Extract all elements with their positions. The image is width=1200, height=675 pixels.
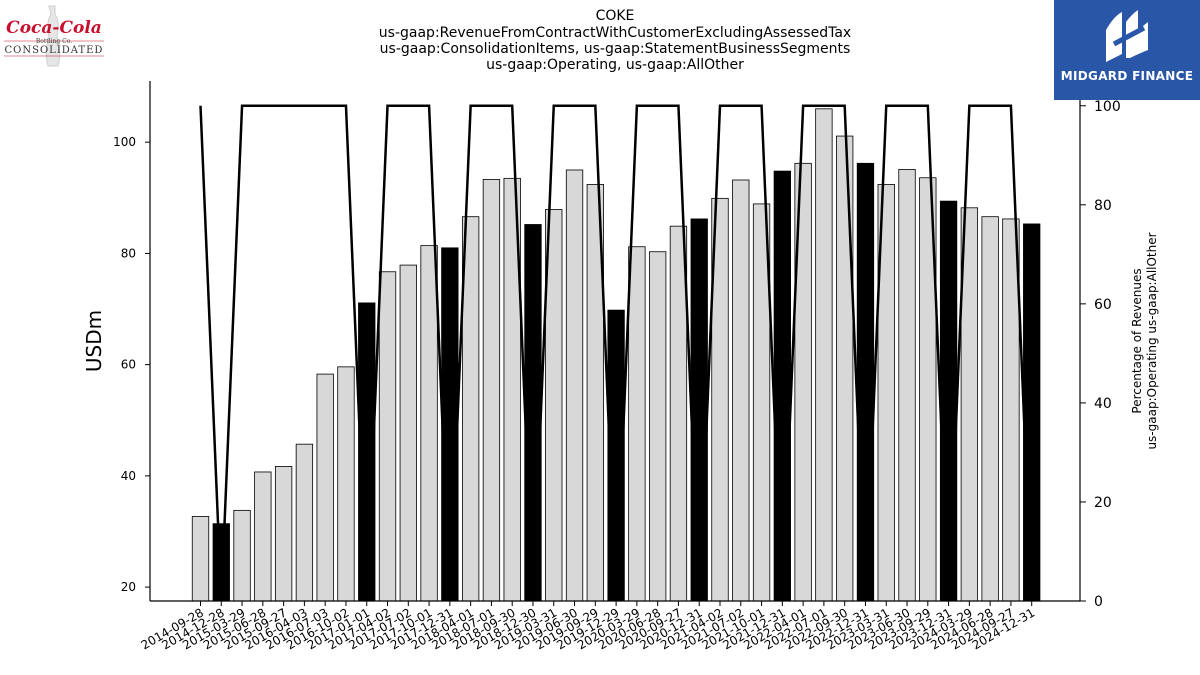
bar [690,218,708,602]
bar [191,516,210,602]
midgard-finance-logo: MIDGARD FINANCE [1054,0,1200,100]
title-line-4: us-gaap:Operating, us-gaap:AllOther [486,57,744,73]
y2-tick-label: 20 [1094,495,1112,511]
bar [898,169,916,602]
bar [316,373,334,602]
bar [295,443,314,602]
bar [649,251,667,602]
bar [856,162,875,602]
bottle-icon [4,5,104,67]
bar [669,225,688,602]
chart-title: COKE us-gaap:RevenueFromContractWithCust… [379,8,851,73]
left-y-ticks: 20 40 60 80 100 [113,135,150,594]
y2-axis-label-line-1: Percentage of Revenues [1130,268,1144,413]
y-tick-label: 20 [121,580,136,594]
y-tick-label: 60 [121,358,136,372]
bar [420,245,438,602]
logo-consolidated-text: CONSOLIDATED [4,45,104,56]
logo-brand-text: MIDGARD FINANCE [1060,69,1194,83]
y2-tick-label: 0 [1094,594,1103,610]
bar [441,247,459,602]
y2-tick-label: 40 [1094,396,1112,412]
title-line-3: us-gaap:ConsolidationItems, us-gaap:Stat… [380,41,851,57]
y2-tick-label: 60 [1094,297,1112,313]
y-tick-label: 40 [121,469,136,483]
coca-cola-consolidated-logo: Coca-Cola Bottling Co. CONSOLIDATED [4,4,104,70]
axes [149,81,1081,602]
right-y-ticks: 0 20 40 60 80 100 [1080,99,1121,610]
x-ticks: 2014-09-282014-12-282015-03-292015-06-28… [139,601,1037,652]
title-line-2: us-gaap:RevenueFromContractWithCustomerE… [379,25,851,41]
y-tick-label: 100 [113,135,136,149]
bar [981,216,999,602]
bar [836,135,854,602]
bar [524,224,542,602]
y2-tick-label: 100 [1094,99,1121,115]
bar [274,466,293,602]
bar [254,471,272,602]
midgard-emblem-icon [1106,10,1148,62]
y2-axis-label-line-2: us-gaap:Operating us-gaap:AllOther [1145,232,1159,449]
logo-subtitle-text: Bottling Co. [35,38,73,45]
title-line-1: COKE [596,8,635,24]
bar [773,170,791,602]
logo-script-text: Coca-Cola [6,18,102,38]
bar [337,366,355,602]
bar [628,246,646,602]
bar [1002,218,1020,602]
y-tick-label: 80 [121,246,136,260]
y2-tick-label: 80 [1094,198,1112,214]
bar [732,179,750,602]
bar [565,169,584,602]
bar [1023,223,1041,602]
bar [378,271,397,602]
bar [482,179,501,602]
bar [233,509,251,602]
bar [399,264,417,602]
bar [815,108,833,602]
bar [939,200,958,602]
bar [461,216,480,602]
y-axis-label: USDm [82,310,106,372]
bar-series [191,108,1041,602]
